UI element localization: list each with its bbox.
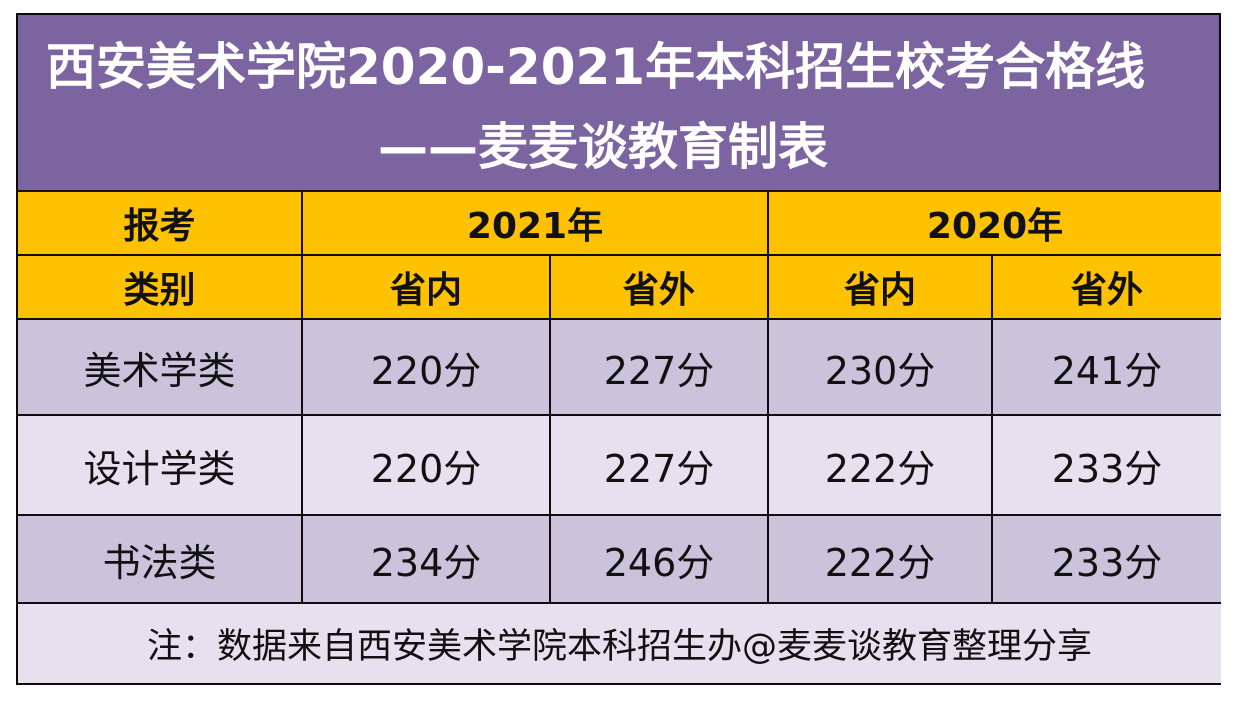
score-cell: 241分 xyxy=(991,318,1222,416)
score-cell: 227分 xyxy=(548,414,770,516)
score-cell: 233分 xyxy=(991,414,1222,516)
table-row: 设计学类 220分 227分 222分 233分 xyxy=(18,414,1222,516)
header-row-regions: 类别 省内 省外 省内 省外 xyxy=(18,254,1222,320)
footnote: 注：数据来自西安美术学院本科招生办@麦麦谈教育整理分享 xyxy=(18,602,1222,685)
title-band: 西安美术学院2020-2021年本科招生校考合格线 ——麦麦谈教育制表 xyxy=(18,15,1219,192)
header-2021-out-province: 省外 xyxy=(548,254,770,320)
score-cell: 233分 xyxy=(991,514,1222,604)
page-title: 西安美术学院2020-2021年本科招生校考合格线 xyxy=(46,38,1146,96)
table-row: 书法类 234分 246分 222分 233分 xyxy=(18,514,1222,604)
row-category: 书法类 xyxy=(18,514,303,604)
page-subtitle: ——麦麦谈教育制表 xyxy=(378,118,828,176)
score-cell: 234分 xyxy=(301,514,551,604)
score-cell: 222分 xyxy=(767,514,994,604)
header-year-2020: 2020年 xyxy=(767,192,1222,256)
score-cell: 227分 xyxy=(548,318,770,416)
row-category: 美术学类 xyxy=(18,318,303,416)
score-table-sheet: 西安美术学院2020-2021年本科招生校考合格线 ——麦麦谈教育制表 报考 2… xyxy=(16,13,1222,685)
score-cell: 220分 xyxy=(301,414,551,516)
header-2020-in-province: 省内 xyxy=(767,254,994,320)
header-corner-bottom: 类别 xyxy=(18,254,303,320)
header-row-years: 报考 2021年 2020年 xyxy=(18,192,1222,256)
header-2020-out-province: 省外 xyxy=(991,254,1222,320)
header-year-2021: 2021年 xyxy=(300,192,770,256)
table-row: 美术学类 220分 227分 230分 241分 xyxy=(18,318,1222,416)
header-corner-top: 报考 xyxy=(18,192,303,256)
cutoff-score-table: 报考 2021年 2020年 类别 省内 省外 省内 省外 美术学类 220分 … xyxy=(18,192,1222,685)
score-cell: 222分 xyxy=(767,414,994,516)
score-cell: 230分 xyxy=(767,318,994,416)
score-cell: 220分 xyxy=(301,318,551,416)
header-2021-in-province: 省内 xyxy=(301,254,551,320)
footnote-row: 注：数据来自西安美术学院本科招生办@麦麦谈教育整理分享 xyxy=(18,602,1222,685)
row-category: 设计学类 xyxy=(18,414,303,516)
score-cell: 246分 xyxy=(548,514,770,604)
